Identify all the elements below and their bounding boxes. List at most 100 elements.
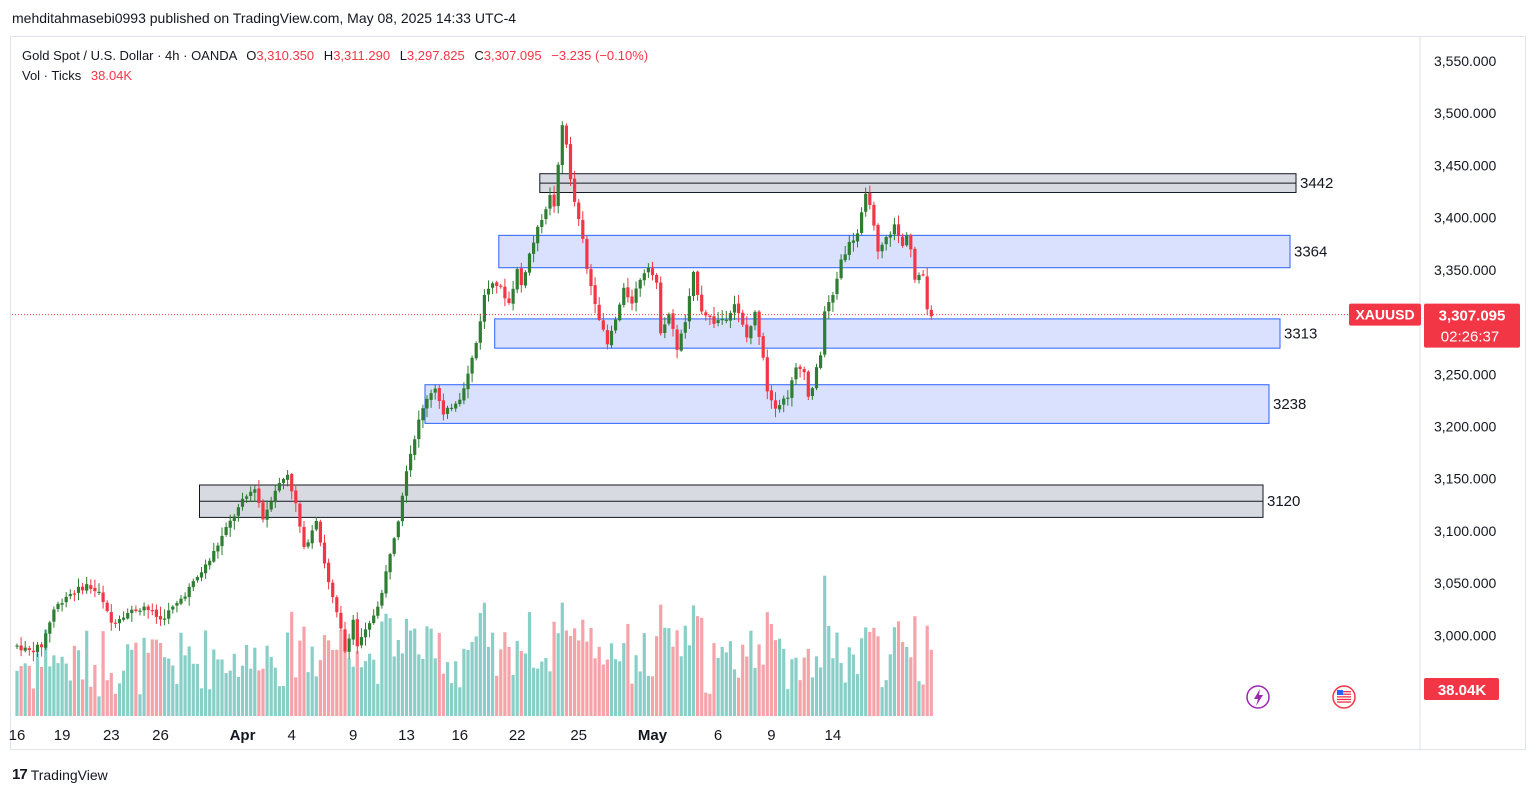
volume-bar — [503, 632, 507, 716]
volume-bar — [56, 663, 60, 716]
volume-bar — [929, 649, 933, 716]
candle-body — [577, 202, 581, 220]
volume-bar — [60, 656, 64, 716]
volume-bar — [855, 674, 860, 716]
volume-bar — [23, 663, 27, 716]
candle-body — [683, 322, 687, 333]
candle-body — [851, 240, 855, 243]
y-tick-label: 3,000.000 — [1434, 627, 1496, 643]
volume-bar — [40, 666, 44, 716]
candle-body — [876, 225, 880, 252]
volume-bar — [117, 683, 122, 716]
candle-body — [880, 244, 884, 252]
volume-bar — [482, 602, 486, 716]
candle-body — [306, 542, 310, 547]
volume-bar — [765, 612, 769, 716]
x-tick-label: 14 — [825, 727, 842, 744]
candle-body — [794, 367, 798, 380]
volume-bar — [581, 619, 585, 716]
volume-bar — [864, 627, 868, 716]
volume-bar — [720, 646, 724, 716]
candle-body — [905, 235, 909, 246]
candle-body — [716, 320, 720, 324]
candle-body — [31, 650, 35, 653]
volume-bar — [728, 641, 732, 716]
candle-body — [68, 593, 72, 597]
volume-bar — [913, 616, 917, 716]
volume-bar — [179, 632, 183, 716]
candle-body — [687, 296, 691, 322]
volume-bar — [52, 655, 56, 716]
volume-bar — [585, 641, 589, 716]
volume-bar — [347, 658, 351, 716]
volume-bar — [89, 686, 93, 716]
candle-body — [117, 619, 122, 624]
volume-bar — [810, 677, 814, 716]
candle-body — [454, 403, 458, 409]
zone-label-3364: 3364 — [1294, 244, 1327, 261]
x-tick-label: 26 — [152, 727, 169, 744]
last-price-value: 3,307.095 — [1439, 308, 1506, 325]
candle-body — [64, 596, 68, 603]
volume-bar — [175, 684, 179, 716]
volume-bar — [716, 657, 720, 716]
candle-body — [359, 637, 363, 646]
candle-body — [48, 622, 52, 634]
candle-body — [97, 591, 101, 594]
candle-body — [536, 226, 540, 244]
volume-bar — [409, 630, 413, 716]
candle-body — [696, 271, 700, 295]
candle-body — [187, 586, 191, 598]
volume-bar — [445, 662, 450, 716]
volume-bar — [277, 686, 281, 716]
candle-body — [85, 584, 89, 591]
volume-bar — [72, 645, 76, 716]
candle-body — [482, 294, 486, 322]
candle-body — [806, 371, 810, 397]
volume-bar — [659, 604, 663, 716]
candle-body — [130, 609, 134, 614]
candle-body — [388, 554, 392, 573]
volume-bar — [507, 646, 511, 716]
volume-bar — [290, 611, 294, 716]
symbol-tag: XAUUSD — [1349, 303, 1421, 326]
y-tick-label: 3,400.000 — [1434, 210, 1496, 226]
candle-body — [585, 238, 589, 270]
candle-body — [417, 419, 421, 440]
y-tick-label: 3,450.000 — [1434, 157, 1496, 173]
candle-body — [597, 304, 601, 320]
volume-bar — [126, 644, 130, 716]
volume-bar — [68, 680, 72, 716]
volume-bar — [675, 630, 679, 716]
symbol-name[interactable]: Gold Spot / U.S. Dollar · 4h · OANDA — [22, 48, 237, 63]
candle-body — [363, 629, 368, 638]
volume-bar — [544, 658, 548, 716]
candle-body — [667, 314, 671, 324]
candle-body — [786, 397, 790, 399]
candle-body — [626, 287, 630, 298]
volume-bar — [281, 685, 286, 716]
volume-bar — [860, 638, 864, 716]
volume-bar — [413, 628, 417, 716]
volume-tag-bg — [1424, 678, 1499, 700]
zone-3313 — [494, 318, 1281, 349]
volume-bar — [236, 676, 240, 716]
volume-bar — [896, 621, 901, 716]
candle-body — [552, 194, 556, 207]
volume-bar — [868, 631, 872, 716]
footer-branding[interactable]: 17 TradingView — [12, 766, 108, 783]
volume-label[interactable]: Vol · Ticks — [22, 68, 82, 83]
candle-body — [163, 618, 167, 620]
volume-bar — [724, 652, 728, 716]
candle-body — [630, 296, 634, 304]
candle-body — [503, 286, 507, 299]
volume-bar — [819, 667, 823, 716]
volume-bar — [76, 650, 81, 716]
candle-body — [212, 550, 216, 562]
volume-bar — [294, 677, 298, 716]
volume-bar — [745, 656, 749, 716]
volume-bar — [786, 689, 790, 716]
candle-body — [860, 212, 864, 233]
volume-bar — [671, 646, 675, 716]
